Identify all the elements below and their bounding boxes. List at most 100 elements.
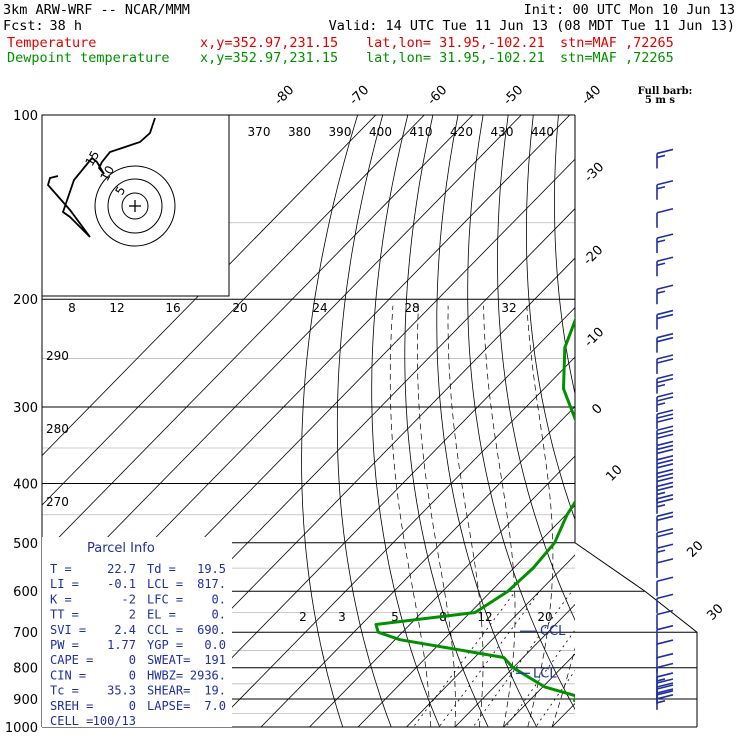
isotherm bbox=[636, 87, 740, 740]
hodograph-ring bbox=[121, 192, 149, 220]
isotherm bbox=[42, 115, 474, 556]
pressure-tick-label: 600 bbox=[13, 585, 38, 600]
isotherm bbox=[163, 307, 575, 727]
sounding-traces bbox=[374, 316, 575, 703]
moist-adiabat bbox=[447, 305, 484, 727]
parcel-annotations: CCL LCL bbox=[516, 624, 566, 681]
wind-barb-flag bbox=[656, 576, 674, 583]
isotherm-label: 0 bbox=[589, 401, 605, 417]
theta-label: 440 bbox=[531, 125, 554, 139]
pressure-tick-label: 700 bbox=[13, 626, 38, 641]
parcel-key: SVI = bbox=[50, 623, 86, 637]
isotherm-label: -30 bbox=[582, 160, 608, 186]
parcel-value: 0. bbox=[212, 608, 226, 622]
wind-barb-flag bbox=[656, 558, 674, 564]
mixing-upper-label: 16 bbox=[165, 301, 180, 315]
parcel-key: LAPSE= bbox=[147, 699, 190, 713]
theta-label: 370 bbox=[248, 125, 271, 139]
isotherm bbox=[42, 115, 377, 457]
wind-barb-flag bbox=[656, 498, 674, 504]
forecast-label: Fcst: bbox=[3, 18, 44, 34]
wind-barb-flag bbox=[656, 678, 674, 684]
dewpoint-trace bbox=[374, 316, 575, 703]
isotherm bbox=[357, 504, 575, 727]
mixing-upper-label: 12 bbox=[109, 301, 124, 315]
wind-barb-flag bbox=[656, 688, 674, 694]
parcel-value: 19.5 bbox=[197, 562, 226, 576]
parcel-value: -2 bbox=[122, 592, 136, 606]
parcel-key: CAPE = bbox=[50, 653, 93, 667]
parcel-key: Td = bbox=[147, 562, 176, 576]
wind-barb-flag bbox=[656, 373, 674, 380]
hodograph-ring bbox=[107, 178, 163, 234]
dry-adiabat bbox=[732, 87, 740, 740]
mixing-ratio-label: 12 bbox=[477, 610, 492, 624]
isotherm bbox=[42, 115, 522, 605]
wind-barb-flag bbox=[656, 448, 674, 455]
dry-adiabat bbox=[608, 87, 740, 740]
wind-barb-flag bbox=[656, 444, 674, 451]
parcel-key: SHEAR= bbox=[147, 684, 190, 698]
wind-barb-flag bbox=[656, 396, 674, 402]
dewpoint-legend: Dewpoint temperature bbox=[7, 50, 170, 66]
dry-adiabat bbox=[554, 115, 575, 396]
mixing-ratio-line bbox=[412, 590, 516, 727]
parcel-value: 0.0 bbox=[204, 638, 226, 652]
wind-barb-half bbox=[656, 678, 666, 682]
parcel-key: T = bbox=[50, 562, 72, 576]
wind-barb-flag bbox=[656, 332, 674, 339]
hodograph-ring bbox=[94, 165, 176, 247]
isotherm bbox=[685, 87, 740, 740]
mixing-ratio-label: 3 bbox=[338, 610, 346, 624]
wind-barb-flag bbox=[656, 609, 674, 616]
isotherm-label: -10 bbox=[582, 325, 608, 351]
wind-barb-flag bbox=[656, 358, 674, 364]
temperature-latlon: lat,lon= 31.95,-102.21 bbox=[366, 35, 545, 51]
wind-barb-half bbox=[656, 504, 666, 508]
dry-adiabat bbox=[301, 115, 359, 727]
mixing-ratio-label: 20 bbox=[537, 610, 552, 624]
pressure-tick-label: 400 bbox=[13, 477, 38, 492]
parcel-value: 100/13 bbox=[93, 714, 136, 728]
isotherm bbox=[211, 356, 575, 727]
theta-label: 420 bbox=[450, 125, 473, 139]
wind-barb-flag bbox=[656, 531, 674, 538]
dry-adiabat bbox=[659, 87, 740, 740]
isotherm bbox=[42, 115, 425, 506]
parcel-info-box bbox=[42, 537, 232, 727]
moist-adiabat bbox=[417, 305, 456, 727]
wind-barb-flag bbox=[656, 593, 674, 600]
wind-barb-flag bbox=[656, 233, 674, 239]
parcel-key: CELL = bbox=[50, 714, 93, 728]
isotherm-label: -80 bbox=[272, 83, 298, 109]
wind-barb-flag bbox=[656, 284, 674, 291]
wind-barbs: Full barb: 5 m s bbox=[638, 86, 692, 710]
wind-barb-half bbox=[656, 700, 666, 704]
parcel-key: CCL = bbox=[147, 623, 183, 637]
wind-barb-flag bbox=[656, 392, 674, 398]
isotherm-label: -60 bbox=[425, 83, 451, 109]
dewpoint-xy: x,y=352.97,231.15 bbox=[200, 50, 338, 66]
wind-barb-flag bbox=[656, 179, 674, 186]
parcel-value: 0 bbox=[129, 668, 136, 682]
wind-barb-flag bbox=[656, 694, 674, 700]
parcel-key: LCL = bbox=[147, 577, 183, 591]
parcel-value: 690. bbox=[197, 623, 226, 637]
wind-barb-flag bbox=[656, 684, 674, 690]
mixing-ratio-line bbox=[438, 590, 541, 727]
wind-barb-half bbox=[656, 491, 666, 496]
theta-left-label: 270 bbox=[46, 495, 69, 509]
moist-adiabat bbox=[601, 306, 725, 727]
isotherm-label: -70 bbox=[347, 83, 373, 109]
parcel-key: PW = bbox=[50, 638, 79, 652]
wind-barb-flag bbox=[656, 690, 674, 696]
moist-adiabat bbox=[576, 306, 654, 727]
isotherm-label: 30 bbox=[704, 601, 726, 623]
parcel-value: 0. bbox=[212, 592, 226, 606]
wind-barb-flag bbox=[656, 672, 674, 678]
pressure-tick-label: 1000 bbox=[5, 721, 38, 736]
ccl-label: CCL bbox=[540, 624, 566, 639]
parcel-info-title: Parcel Info bbox=[87, 541, 155, 556]
wind-barb-flag bbox=[656, 313, 674, 320]
